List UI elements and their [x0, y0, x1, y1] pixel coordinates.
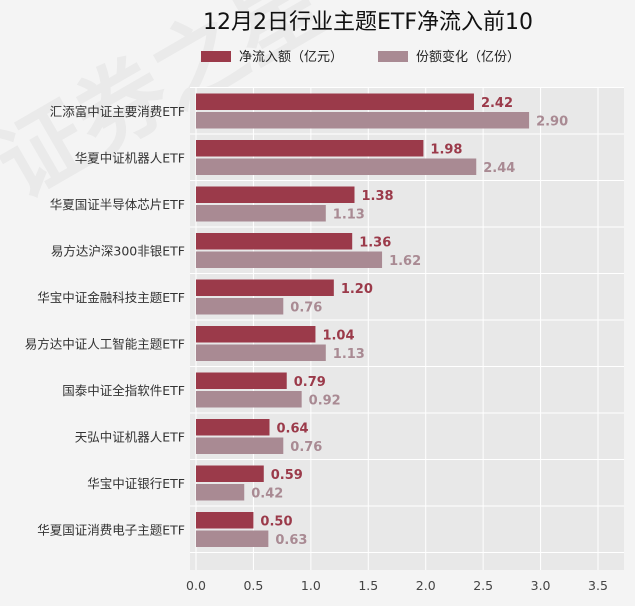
- value-label-series2-4: 0.76: [290, 300, 322, 315]
- value-label-series1-9: 0.50: [260, 514, 292, 529]
- bar-series2-7: [196, 437, 284, 454]
- bars: [196, 93, 530, 547]
- x-tick-label-3: 1.5: [358, 578, 378, 593]
- value-label-series2-0: 2.90: [536, 114, 568, 129]
- bar-series2-0: [196, 112, 530, 129]
- category-label-8: 华宝中证银行ETF: [87, 476, 185, 491]
- value-label-series1-2: 1.38: [362, 189, 394, 204]
- category-label-2: 华夏国证半导体芯片ETF: [50, 197, 185, 212]
- value-label-series1-1: 1.98: [430, 142, 462, 157]
- category-label-0: 汇添富中证主要消费ETF: [50, 104, 185, 119]
- category-label-5: 易方达中证人工智能主题ETF: [25, 337, 185, 352]
- category-label-4: 华宝中证金融科技主题ETF: [37, 290, 185, 305]
- value-label-series2-6: 0.92: [309, 393, 341, 408]
- bar-series2-8: [196, 484, 245, 501]
- value-labels: 2.42 2.90 1.98 2.44 1.38 1.13 1.36 1.62 1.20 0.76…: [251, 96, 568, 548]
- bar-series1-4: [196, 279, 334, 296]
- bar-series1-0: [196, 93, 474, 110]
- legend-swatch-2: [378, 51, 408, 62]
- bar-series2-3: [196, 251, 383, 268]
- x-tick-label-4: 2.0: [416, 578, 436, 593]
- value-label-series2-9: 0.63: [275, 533, 307, 548]
- category-label-9: 华夏国证消费电子主题ETF: [37, 523, 185, 538]
- category-label-6: 国泰中证全指软件ETF: [62, 383, 185, 398]
- value-label-series2-5: 1.13: [333, 347, 365, 362]
- bar-series2-6: [196, 391, 302, 408]
- bar-series1-7: [196, 419, 270, 436]
- value-label-series1-4: 1.20: [341, 282, 373, 297]
- legend: 净流入额（亿元） 份额变化（亿份）: [201, 49, 520, 65]
- value-label-series2-8: 0.42: [251, 486, 283, 501]
- bar-series1-1: [196, 140, 424, 157]
- value-label-series1-5: 1.04: [322, 328, 354, 343]
- bar-series1-6: [196, 372, 287, 389]
- category-label-7: 天弘中证机器人ETF: [75, 430, 185, 445]
- bar-series1-5: [196, 326, 316, 343]
- x-tick-labels: 0.0 0.5 1.0 1.5 2.0 2.5 3.0 3.5: [186, 578, 608, 593]
- category-label-3: 易方达沪深300非银ETF: [51, 244, 185, 259]
- category-label-1: 华夏中证机器人ETF: [75, 151, 185, 166]
- value-label-series2-3: 1.62: [389, 254, 421, 269]
- value-label-series1-7: 0.64: [277, 421, 309, 436]
- value-label-series1-8: 0.59: [271, 468, 303, 483]
- value-label-series1-6: 0.79: [294, 375, 326, 390]
- value-label-series2-1: 2.44: [483, 161, 515, 176]
- x-tick-label-7: 3.5: [588, 578, 608, 593]
- x-tick-label-2: 1.0: [301, 578, 321, 593]
- legend-swatch-1: [201, 51, 231, 62]
- value-label-series2-7: 0.76: [290, 440, 322, 455]
- bar-series2-5: [196, 344, 326, 361]
- legend-label-1: 净流入额（亿元）: [239, 50, 343, 65]
- chart-title: 12月2日行业主题ETF净流入前10: [203, 10, 533, 35]
- bar-series1-8: [196, 465, 264, 482]
- bar-series2-1: [196, 158, 477, 175]
- value-label-series1-0: 2.42: [481, 96, 513, 111]
- bar-series1-9: [196, 512, 254, 529]
- bar-series2-9: [196, 530, 269, 547]
- x-tick-label-5: 2.5: [473, 578, 493, 593]
- bar-series2-2: [196, 205, 326, 222]
- x-tick-label-0: 0.0: [186, 578, 206, 593]
- bar-series1-2: [196, 186, 355, 203]
- x-tick-label-6: 3.0: [531, 578, 551, 593]
- bar-series2-4: [196, 298, 284, 315]
- bar-series1-3: [196, 233, 353, 250]
- x-tick-label-1: 0.5: [243, 578, 263, 593]
- category-labels: 汇添富中证主要消费ETF 华夏中证机器人ETF 华夏国证半导体芯片ETF 易方达沪深3…: [25, 104, 185, 538]
- value-label-series1-3: 1.36: [359, 235, 391, 250]
- legend-label-2: 份额变化（亿份）: [416, 49, 520, 65]
- value-label-series2-2: 1.13: [333, 207, 365, 222]
